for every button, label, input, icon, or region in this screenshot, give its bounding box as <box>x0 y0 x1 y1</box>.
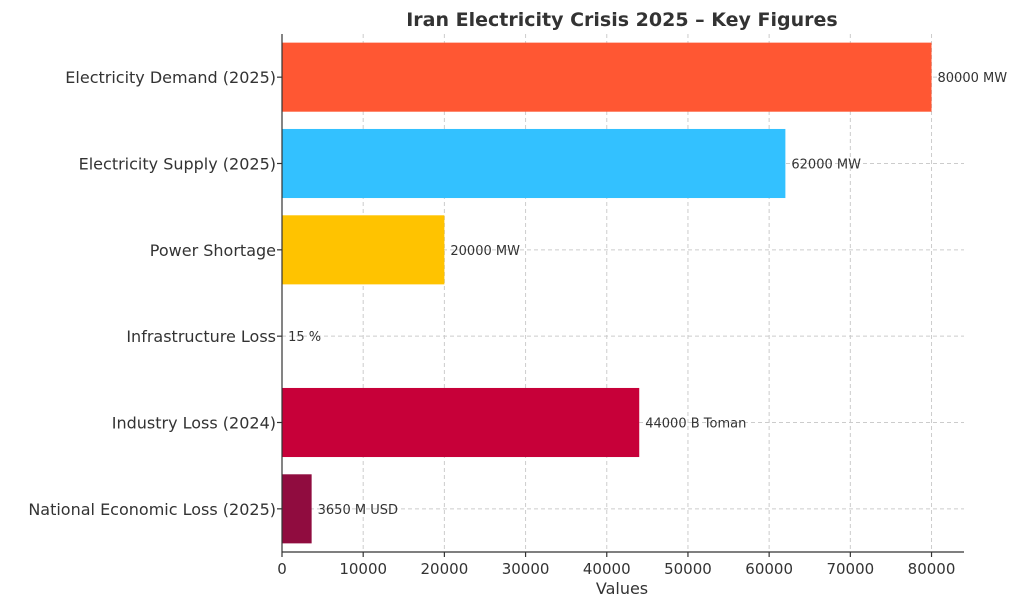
x-tick-label: 70000 <box>826 560 874 578</box>
y-tick-label: National Economic Loss (2025) <box>28 500 276 519</box>
x-tick-label: 20000 <box>421 560 469 578</box>
bar <box>282 215 445 285</box>
y-tick-label: Electricity Supply (2025) <box>79 155 276 174</box>
bar <box>282 387 640 458</box>
data-label: 62000 MW <box>791 158 861 173</box>
y-tick-label: Power Shortage <box>150 241 276 260</box>
x-tick-label: 50000 <box>664 560 712 578</box>
bar <box>282 474 312 544</box>
x-tick-label: 0 <box>277 560 287 578</box>
x-tick-label: 80000 <box>908 560 956 578</box>
data-label: 15 % <box>288 330 321 345</box>
labels: 0 10000 20000 30000 40000 50000 60000 70000 8000… <box>28 68 1007 578</box>
x-tick-label: 10000 <box>339 560 387 578</box>
bar <box>282 42 932 112</box>
x-tick-label: 30000 <box>502 560 550 578</box>
data-label: 80000 MW <box>938 71 1008 86</box>
y-tick-label: Infrastructure Loss <box>126 327 276 346</box>
data-label: 44000 B Toman <box>645 417 746 432</box>
data-label: 3650 M USD <box>318 503 398 518</box>
y-tick-label: Electricity Demand (2025) <box>65 68 276 87</box>
chart-title: Iran Electricity Crisis 2025 – Key Figur… <box>406 9 838 31</box>
bars <box>282 42 932 544</box>
y-tick-label: Industry Loss (2024) <box>112 414 276 433</box>
x-tick-label: 40000 <box>583 560 631 578</box>
x-axis-title: Values <box>596 579 648 598</box>
data-label: 20000 MW <box>450 244 520 259</box>
x-tick-label: 60000 <box>745 560 793 578</box>
bar <box>282 128 786 199</box>
